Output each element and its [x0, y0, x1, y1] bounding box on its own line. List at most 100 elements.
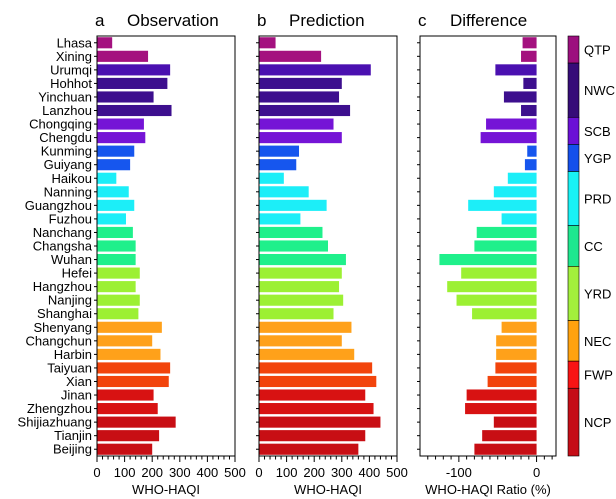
bar-tianjin	[482, 430, 537, 442]
panel-title: Prediction	[289, 11, 365, 30]
city-label-nanjing: Nanjing	[48, 293, 92, 308]
bar-urumqi	[259, 64, 371, 76]
bar-lhasa	[522, 37, 537, 49]
legend-swatch-ncp	[567, 387, 580, 457]
city-label-lanzhou: Lanzhou	[42, 103, 92, 118]
legend-label-nwc: NWC	[584, 83, 615, 98]
bar-kunming	[259, 145, 300, 157]
bar-hefei	[97, 267, 140, 279]
city-label-hohhot: Hohhot	[50, 76, 92, 91]
bar-harbin	[259, 348, 355, 360]
bar-guiyang	[259, 159, 297, 171]
bar-xining	[521, 50, 537, 62]
bar-hangzhou	[259, 281, 340, 293]
bar-wuhan	[97, 253, 136, 266]
bar-guangzhou	[259, 199, 327, 211]
bar-beijing	[259, 443, 359, 455]
x-axis-label: WHO-HAQI	[294, 482, 362, 497]
bar-jinan	[466, 389, 537, 401]
bar-wuhan	[259, 253, 346, 266]
bar-xian	[487, 375, 537, 388]
bar-nanchang	[259, 226, 323, 239]
bar-changsha	[474, 240, 537, 252]
city-label-taiyuan: Taiyuan	[47, 360, 92, 375]
legend-label-ygp: YGP	[584, 151, 611, 166]
bar-shijiazhuang	[493, 416, 537, 428]
bar-hangzhou	[447, 281, 537, 293]
panel-prediction: b Prediction 0 100 200 300 400 500 WHO-HAQI	[255, 11, 407, 497]
bar-fuzhou	[97, 213, 126, 225]
bar-zhengzhou	[465, 403, 537, 415]
bar-yinchuan	[259, 91, 340, 103]
bar-fuzhou	[501, 213, 537, 225]
x-tick-label: 0	[533, 465, 540, 480]
legend-label-ncp: NCP	[584, 415, 611, 430]
city-label-guangzhou: Guangzhou	[25, 198, 92, 213]
city-label-shanghai: Shanghai	[37, 306, 92, 321]
legend-swatch-fwp	[567, 360, 580, 389]
bar-kunming	[527, 145, 537, 157]
city-label-zhengzhou: Zhengzhou	[27, 401, 92, 416]
bar-changchun	[97, 335, 153, 347]
bar-shijiazhuang	[97, 416, 176, 428]
city-label-lhasa: Lhasa	[57, 35, 93, 50]
bar-lhasa	[259, 37, 276, 49]
city-label-yinchuan: Yinchuan	[38, 89, 92, 104]
bar-nanning	[259, 186, 309, 198]
bar-guiyang	[97, 159, 131, 171]
bar-chengdu	[480, 132, 537, 144]
bar-taiyuan	[495, 362, 537, 374]
x-tick-label: 500	[386, 465, 408, 480]
legend-swatch-qtp	[567, 35, 580, 64]
bar-lanzhou	[259, 104, 351, 117]
bar-chongqing	[259, 118, 334, 130]
legend-label-cc: CC	[584, 239, 603, 254]
bar-hefei	[259, 267, 342, 279]
legend-swatch-cc	[567, 225, 580, 267]
legend-swatch-scb	[567, 116, 580, 145]
city-label-shijiazhuang: Shijiazhuang	[18, 415, 92, 430]
city-label-xining: Xining	[56, 49, 92, 64]
x-tick-label: 400	[197, 465, 219, 480]
bar-taiyuan	[259, 362, 373, 374]
x-tick-label: 0	[93, 465, 100, 480]
legend-label-yrd: YRD	[584, 286, 611, 301]
bar-hangzhou	[97, 281, 136, 293]
bar-tianjin	[259, 430, 366, 442]
panel-letter: c	[418, 11, 427, 30]
legend-swatch-prd	[567, 171, 580, 226]
x-axis-label: WHO-HAQI Ratio (%)	[425, 482, 551, 497]
bar-taiyuan	[97, 362, 171, 374]
bar-nanjing	[259, 294, 344, 306]
bar-fuzhou	[259, 213, 301, 225]
bar-shanghai	[472, 308, 537, 320]
city-label-jinan: Jinan	[61, 388, 92, 403]
bar-chongqing	[97, 118, 144, 130]
bar-lanzhou	[97, 104, 172, 117]
legend-label-prd: PRD	[584, 192, 611, 207]
bar-beijing	[474, 443, 537, 455]
bar-lhasa	[97, 37, 113, 49]
city-label-hefei: Hefei	[62, 266, 92, 281]
legend-label-scb: SCB	[584, 124, 611, 139]
city-label-hangzhou: Hangzhou	[33, 279, 92, 294]
bar-nanjing	[97, 294, 140, 306]
x-tick-label: 400	[359, 465, 381, 480]
bar-guangzhou	[468, 199, 537, 211]
bar-hohhot	[523, 77, 537, 89]
x-tick-label: 100	[276, 465, 298, 480]
bar-shijiazhuang	[259, 416, 381, 428]
bar-kunming	[97, 145, 135, 157]
x-tick-label: 0	[255, 465, 262, 480]
city-label-changchun: Changchun	[26, 333, 93, 348]
city-label-nanchang: Nanchang	[33, 225, 92, 240]
bar-guiyang	[524, 159, 537, 171]
legend-swatch-yrd	[567, 266, 580, 321]
bar-changsha	[97, 240, 136, 252]
city-label-haikou: Haikou	[52, 171, 92, 186]
bar-shanghai	[259, 308, 334, 320]
bar-nanjing	[456, 294, 537, 306]
x-tick-label: -100	[446, 465, 472, 480]
x-tick-label: 100	[114, 465, 136, 480]
